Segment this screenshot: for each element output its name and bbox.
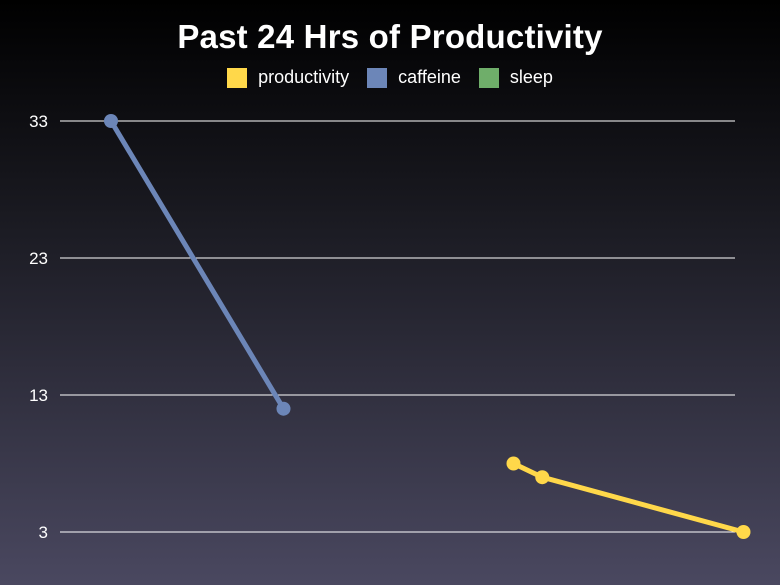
data-point-productivity-1	[535, 470, 550, 485]
legend-swatch-sleep	[478, 67, 499, 88]
y-tick-label-3: 3	[39, 523, 48, 542]
y-tick-label-23: 23	[29, 249, 48, 268]
data-point-caffeine-0	[104, 114, 118, 128]
legend-swatch-caffeine	[367, 67, 388, 88]
legend: productivity caffeine sleep	[0, 67, 780, 88]
series-line-caffeine	[108, 118, 286, 412]
legend-label-caffeine: caffeine	[398, 67, 461, 87]
legend-label-productivity: productivity	[258, 67, 350, 87]
data-point-productivity-0	[506, 456, 521, 471]
legend-item-sleep: sleep	[478, 67, 553, 88]
y-tick-label-13: 13	[29, 386, 48, 405]
data-point-caffeine-1	[276, 401, 291, 416]
legend-swatch-productivity	[227, 67, 248, 88]
chart-title: Past 24 Hrs of Productivity	[177, 18, 603, 55]
data-point-productivity-2	[736, 525, 751, 539]
y-tick-label-33: 33	[29, 112, 48, 131]
legend-label-sleep: sleep	[509, 67, 553, 87]
legend-item-caffeine: caffeine	[367, 67, 461, 88]
legend-item-productivity: productivity	[227, 67, 349, 88]
